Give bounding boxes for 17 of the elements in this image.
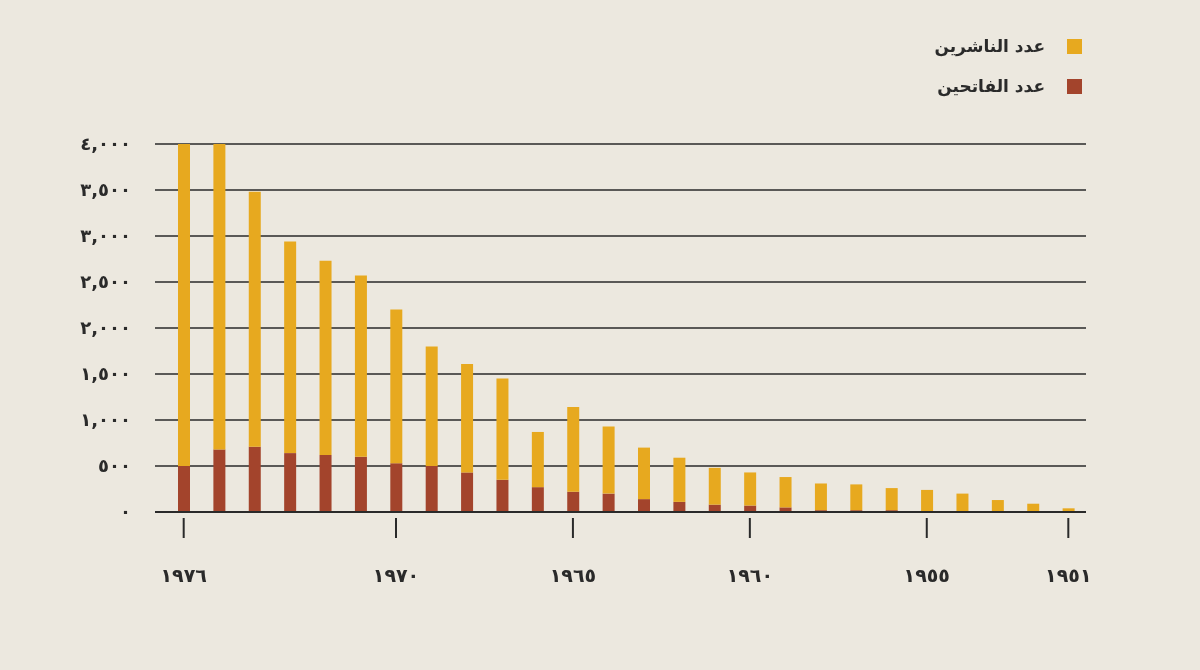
x-tick-label: ١٩٦٥ [549, 564, 597, 586]
y-tick-label: ٣,٥٠٠ [80, 179, 131, 201]
y-tick-label: ٤,٠٠٠ [80, 133, 131, 155]
y-tick-label: ٢,٠٠٠ [80, 317, 131, 339]
y-tick-label: ٠ [120, 501, 131, 523]
y-tick-label: ٣,٠٠٠ [80, 225, 131, 247]
x-tick-label: ١٩٥٥ [903, 564, 950, 586]
y-tick-label: ١,٠٠٠ [80, 409, 131, 431]
x-tick-label: ١٩٧٦ [160, 564, 207, 586]
y-tick-label: ١,٥٠٠ [80, 363, 131, 385]
y-tick-label: ٢,٥٠٠ [80, 271, 131, 293]
y-tick-label: ٥٠٠ [98, 455, 131, 477]
x-tick-label: ١٩٧٠ [372, 564, 420, 586]
x-tick-label: ١٩٥١ [1045, 564, 1092, 586]
legend-label: عدد الفاتحين [937, 76, 1045, 96]
x-tick-label: ١٩٦٠ [726, 564, 774, 586]
legend-label: عدد الناشرين [934, 36, 1045, 56]
